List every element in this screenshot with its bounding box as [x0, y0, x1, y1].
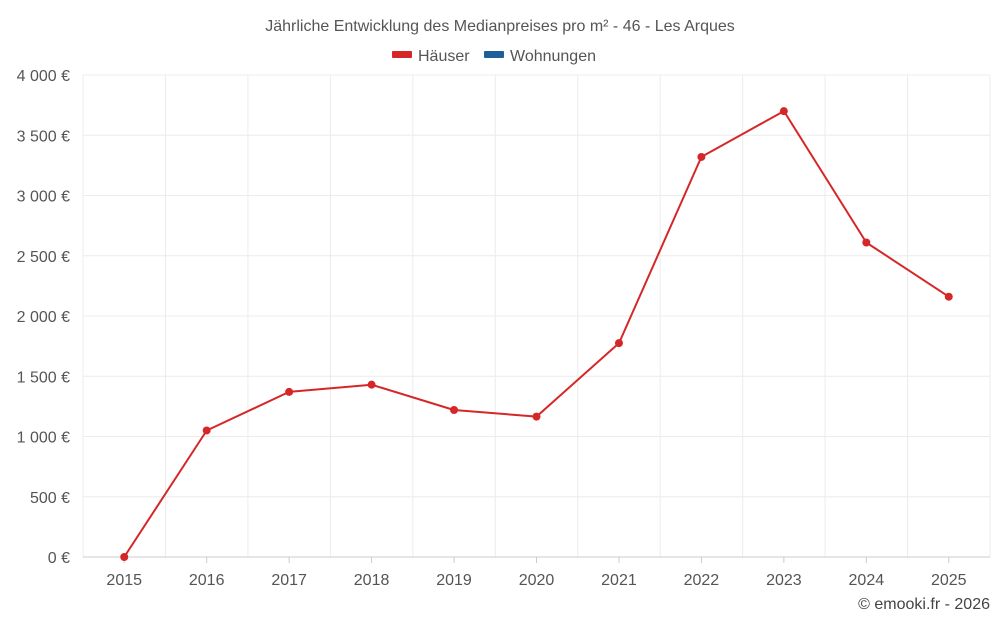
y-tick-label: 2 000 € [17, 309, 70, 326]
data-point-haeuser[interactable] [285, 387, 294, 396]
grid [82, 74, 991, 558]
data-point-haeuser[interactable] [944, 292, 953, 301]
x-tick-label: 2023 [766, 572, 802, 589]
y-tick-label: 4 000 € [17, 68, 70, 85]
x-tick-label: 2018 [354, 572, 390, 589]
x-tick-label: 2016 [189, 572, 225, 589]
chart-title: Jährliche Entwicklung des Medianpreises … [265, 18, 735, 35]
data-point-haeuser[interactable] [367, 380, 376, 389]
legend-swatch-wohnungen[interactable] [484, 51, 504, 58]
data-point-haeuser[interactable] [532, 412, 541, 421]
x-axis: 2015 2016 2017 2018 2019 2020 2021 2022 2023 2024… [83, 556, 990, 589]
legend-label-haeuser[interactable]: Häuser [418, 48, 470, 65]
data-point-haeuser[interactable] [862, 238, 871, 247]
y-tick-label: 3 000 € [17, 189, 70, 206]
x-tick-label: 2021 [601, 572, 637, 589]
y-tick-label: 2 500 € [17, 249, 70, 266]
data-point-haeuser[interactable] [779, 107, 788, 116]
y-tick-label: 500 € [30, 490, 70, 507]
x-tick-label: 2020 [519, 572, 555, 589]
legend[interactable]: Häuser Wohnungen [392, 48, 596, 65]
credit-text: © emooki.fr - 2026 [858, 596, 990, 613]
x-tick-label: 2025 [931, 572, 967, 589]
y-axis: 0 € 500 € 1 000 € 1 500 € 2 000 € 2 500 € 3 00… [17, 68, 70, 567]
data-point-haeuser[interactable] [202, 426, 211, 435]
data-point-haeuser[interactable] [450, 405, 459, 414]
x-tick-label: 2015 [106, 572, 142, 589]
data-point-haeuser[interactable] [614, 339, 623, 348]
x-tick-label: 2019 [436, 572, 472, 589]
y-tick-label: 1 500 € [17, 369, 70, 386]
data-point-haeuser[interactable] [120, 553, 129, 561]
series-layer [120, 107, 953, 561]
x-tick-label: 2022 [684, 572, 720, 589]
x-tick-label: 2024 [849, 572, 885, 589]
legend-swatch-haeuser[interactable] [392, 51, 412, 58]
y-tick-label: 1 000 € [17, 430, 70, 447]
data-point-haeuser[interactable] [697, 152, 706, 161]
y-tick-label: 3 500 € [17, 128, 70, 145]
legend-label-wohnungen[interactable]: Wohnungen [510, 48, 596, 65]
y-tick-label: 0 € [48, 550, 70, 567]
x-tick-label: 2017 [271, 572, 307, 589]
